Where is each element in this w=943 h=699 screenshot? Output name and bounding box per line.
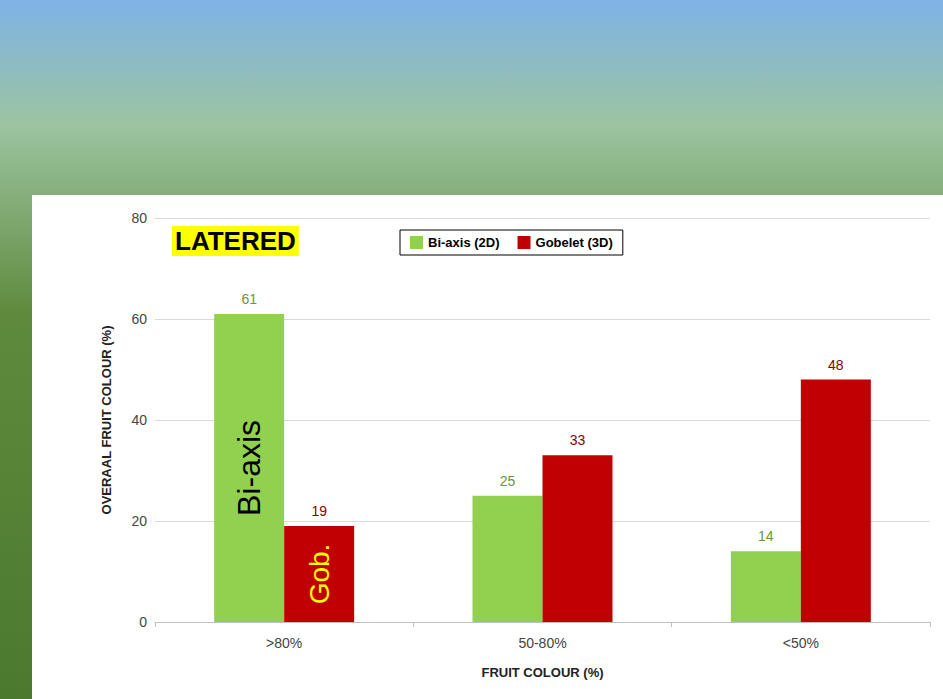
svg-text:<50%: <50% [783,635,819,651]
svg-text:48: 48 [828,357,844,373]
svg-text:>80%: >80% [266,635,302,651]
svg-text:OVERAAL FRUIT COLOUR (%): OVERAAL FRUIT COLOUR (%) [99,326,114,515]
svg-text:Bi-axis: Bi-axis [231,420,267,516]
svg-text:Gobelet (3D): Gobelet (3D) [536,235,613,250]
svg-text:33: 33 [570,432,586,448]
svg-text:20: 20 [131,513,147,529]
svg-text:40: 40 [131,412,147,428]
svg-text:LATERED: LATERED [175,226,296,256]
svg-text:0: 0 [139,614,147,630]
svg-text:FRUIT COLOUR (%): FRUIT COLOUR (%) [481,665,603,680]
svg-text:60: 60 [131,311,147,327]
svg-text:80: 80 [131,210,147,226]
svg-text:61: 61 [241,291,257,307]
svg-text:Bi-axis (2D): Bi-axis (2D) [428,235,500,250]
svg-text:50-80%: 50-80% [518,635,566,651]
svg-text:14: 14 [758,528,774,544]
svg-text:25: 25 [500,473,516,489]
svg-text:19: 19 [311,503,327,519]
svg-text:Gob.: Gob. [304,544,335,605]
